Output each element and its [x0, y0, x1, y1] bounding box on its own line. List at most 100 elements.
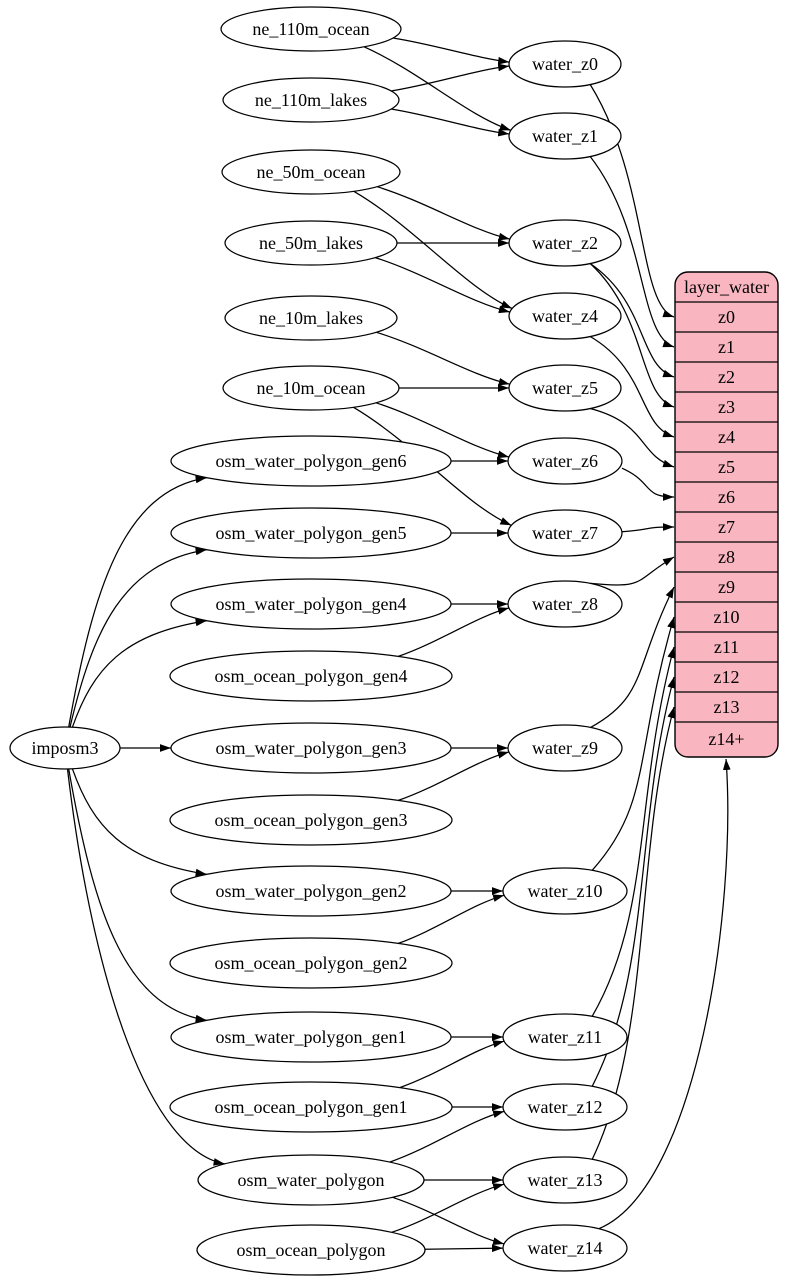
node-water_z1: water_z1: [508, 112, 622, 160]
node-shape-water_z10: [502, 867, 628, 915]
node-shape-ne_10m_lakes: [224, 295, 398, 341]
edge-imposm3-to-osm_water_polygon_gen6: [68, 475, 207, 728]
node-shape-water_z9: [507, 724, 623, 772]
edge-water_z7-to-row-z7: [621, 523, 675, 533]
node-water_z8: water_z8: [507, 580, 623, 628]
edge-osm_ocean_polygon_gen3-to-water_z9: [398, 751, 510, 801]
node-water_z5: water_z5: [508, 364, 622, 412]
edge-water_z10-to-row-z10: [591, 616, 675, 871]
node-shape-ne_50m_lakes: [224, 220, 398, 266]
node-ne_10m_lakes: ne_10m_lakes: [224, 295, 398, 341]
node-shape-ne_110m_lakes: [222, 77, 400, 123]
node-shape-osm_ocean_polygon_gen1: [169, 1081, 453, 1133]
node-ne_110m_ocean: ne_110m_ocean: [220, 6, 402, 52]
edge-osm_ocean_polygon-to-water_z14: [424, 1244, 504, 1253]
node-osm_water_polygon_gen6: osm_water_polygon_gen6: [170, 435, 452, 487]
node-osm_ocean_polygon_gen2: osm_ocean_polygon_gen2: [169, 937, 453, 989]
table-row-z13: z13: [714, 697, 740, 717]
node-label-osm_water_polygon_gen1: osm_water_polygon_gen1: [216, 1027, 407, 1047]
edge-water_z2-to-row-z3: [589, 263, 675, 408]
node-water_z0: water_z0: [508, 40, 622, 88]
node-osm_ocean_polygon_gen4: osm_ocean_polygon_gen4: [169, 650, 453, 702]
edge-imposm3-to-osm_water_polygon_gen4: [71, 618, 207, 728]
edge-water_z1-to-row-z1: [589, 156, 675, 348]
edge-osm_ocean_polygon_gen2-to-water_z10: [398, 894, 505, 944]
node-label-water_z13: water_z13: [528, 1170, 603, 1190]
edge-water_z2-to-row-z2: [589, 262, 675, 378]
node-osm_ocean_polygon_gen1: osm_ocean_polygon_gen1: [169, 1081, 453, 1133]
node-water_z11: water_z11: [502, 1013, 628, 1061]
node-ne_50m_lakes: ne_50m_lakes: [224, 220, 398, 266]
node-label-osm_ocean_polygon_gen2: osm_ocean_polygon_gen2: [215, 953, 408, 973]
edge-imposm3-to-osm_water_polygon_gen5: [69, 547, 207, 728]
edge-water_z14-to-row-z14+: [598, 758, 731, 1230]
node-label-osm_water_polygon: osm_water_polygon: [238, 1170, 385, 1190]
node-label-osm_ocean_polygon_gen1: osm_ocean_polygon_gen1: [215, 1097, 408, 1117]
node-label-osm_water_polygon_gen2: osm_water_polygon_gen2: [216, 881, 407, 901]
edge-osm_water_polygon-to-water_z12: [389, 1110, 505, 1163]
node-shape-water_z5: [508, 364, 622, 412]
edge-ne_10m_ocean-to-water_z6: [375, 402, 510, 459]
node-shape-osm_ocean_polygon_gen3: [169, 794, 453, 846]
node-ne_10m_ocean: ne_10m_ocean: [222, 365, 400, 411]
node-shape-water_z11: [502, 1013, 628, 1061]
node-label-ne_110m_ocean: ne_110m_ocean: [252, 19, 369, 39]
node-water_z10: water_z10: [502, 867, 628, 915]
table-row-z12: z12: [714, 667, 740, 687]
node-shape-imposm3: [9, 726, 121, 770]
node-osm_water_polygon: osm_water_polygon: [197, 1154, 425, 1206]
table-row-z3: z3: [718, 397, 735, 417]
node-osm_water_polygon_gen2: osm_water_polygon_gen2: [170, 865, 452, 917]
node-water_z4: water_z4: [508, 292, 622, 340]
node-ne_50m_ocean: ne_50m_ocean: [221, 149, 401, 195]
node-label-osm_water_polygon_gen6: osm_water_polygon_gen6: [216, 451, 407, 471]
node-label-water_z0: water_z0: [532, 54, 598, 74]
node-label-water_z2: water_z2: [532, 233, 598, 253]
edge-ne_110m_ocean-to-water_z0: [393, 37, 510, 65]
table-row-z6: z6: [718, 487, 735, 507]
node-shape-water_z1: [508, 112, 622, 160]
nodes-layer: ne_110m_ocean ne_110m_lakes ne_50m_oceanne…: [9, 6, 628, 1276]
node-label-osm_water_polygon_gen5: osm_water_polygon_gen5: [216, 523, 407, 543]
table-row-z1: z1: [718, 337, 735, 357]
node-label-water_z11: water_z11: [528, 1027, 602, 1047]
table-row-z14+: z14+: [708, 729, 744, 749]
edge-water_z4-to-row-z4: [589, 335, 675, 438]
edge-water_z5-to-row-z5: [590, 407, 675, 468]
edge-ne_10m_lakes-to-water_z5: [376, 331, 510, 386]
node-osm_water_polygon_gen3: osm_water_polygon_gen3: [170, 722, 452, 774]
edge-water_z8-to-row-z8: [590, 556, 675, 586]
node-osm_water_polygon_gen1: osm_water_polygon_gen1: [170, 1011, 452, 1063]
node-shape-osm_water_polygon_gen2: [170, 865, 452, 917]
table-row-z7: z7: [718, 517, 735, 537]
table-row-z0: z0: [718, 307, 735, 327]
node-shape-osm_ocean_polygon: [196, 1224, 426, 1276]
edge-imposm3-to-osm_water_polygon_gen1: [68, 768, 207, 1023]
node-label-ne_10m_lakes: ne_10m_lakes: [259, 308, 363, 328]
node-shape-osm_water_polygon_gen1: [170, 1011, 452, 1063]
node-shape-water_z12: [502, 1083, 628, 1131]
edge-osm_ocean_polygon_gen4-to-water_z8: [398, 607, 510, 657]
edge-imposm3-to-osm_water_polygon: [66, 768, 225, 1166]
node-shape-water_z4: [508, 292, 622, 340]
edge-ne_110m_lakes-to-water_z0: [391, 63, 510, 92]
node-water_z12: water_z12: [502, 1083, 628, 1131]
node-water_z2: water_z2: [508, 219, 622, 267]
edge-imposm3-to-osm_water_polygon_gen2: [71, 768, 207, 877]
node-label-water_z6: water_z6: [532, 451, 598, 471]
node-shape-osm_water_polygon_gen4: [170, 578, 452, 630]
table-layer_water: layer_water z0 z1 z2 z3 z4 z5 z6 z7 z8 z9 z10 z11 z12…: [674, 271, 779, 758]
node-shape-water_z6: [507, 437, 623, 485]
node-imposm3: imposm3: [9, 726, 121, 770]
node-shape-osm_water_polygon_gen5: [170, 507, 452, 559]
node-label-water_z12: water_z12: [528, 1097, 603, 1117]
node-shape-ne_10m_ocean: [222, 365, 400, 411]
edge-ne_50m_ocean-to-water_z4: [353, 190, 513, 310]
node-water_z9: water_z9: [507, 724, 623, 772]
node-shape-water_z8: [507, 580, 623, 628]
node-shape-ne_50m_ocean: [221, 149, 401, 195]
node-label-osm_ocean_polygon_gen3: osm_ocean_polygon_gen3: [215, 810, 408, 830]
node-shape-water_z14: [502, 1224, 628, 1272]
